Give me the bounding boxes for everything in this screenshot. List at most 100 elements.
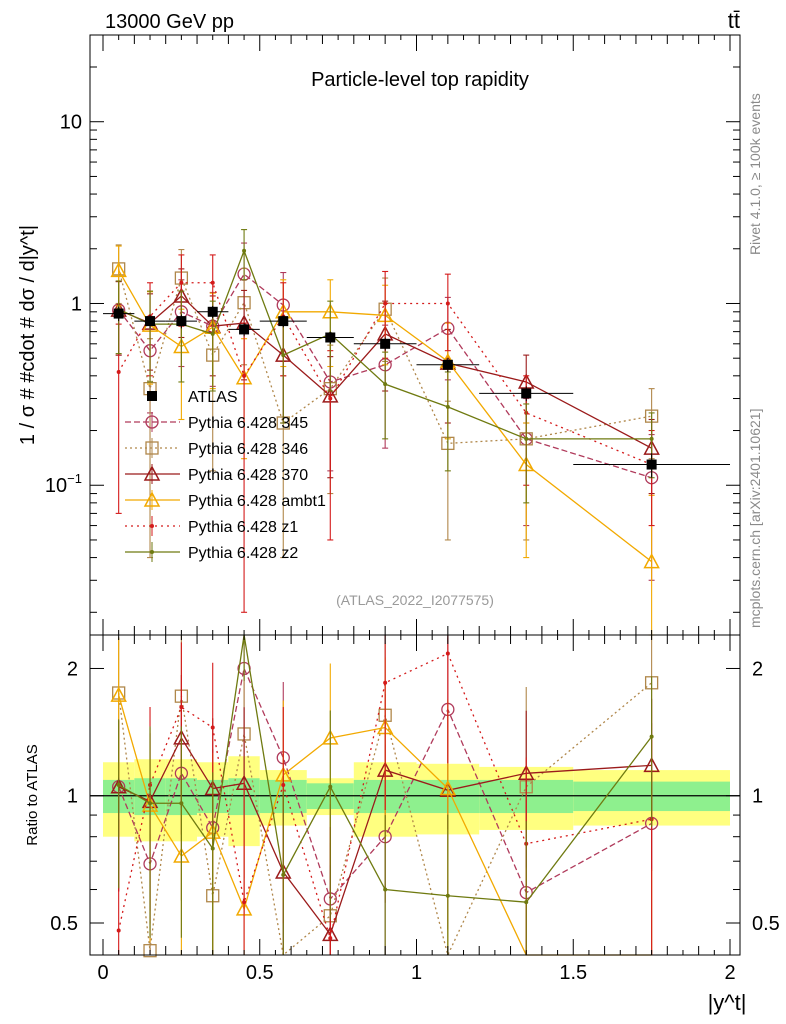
ratio-point-z2: [383, 887, 388, 892]
header-energy-label: 13000 GeV pp: [105, 11, 234, 33]
ratio-point-z1: [445, 651, 450, 656]
data-point-z1: [179, 280, 184, 285]
legend-item-atlas: ATLAS: [147, 389, 238, 406]
atlas-data-point: [113, 308, 124, 319]
data-point-z1: [210, 280, 215, 285]
ratio-point-z2: [116, 783, 121, 788]
data-point-z2: [524, 436, 529, 441]
data-point-z1: [328, 396, 333, 401]
ratio-point-z2: [210, 846, 215, 851]
x-tick-label: 1.5: [559, 962, 587, 984]
ratio-point-ambt1: [110, 686, 127, 702]
legend-item-z1: Pythia 6.428 z1: [125, 516, 298, 536]
data-point-z2: [281, 353, 286, 358]
ratio-y-tick-label-right: 2: [752, 658, 763, 680]
data-point-z1: [383, 301, 388, 306]
legend-marker-p346: [145, 441, 159, 455]
atlas-data-point: [207, 306, 218, 317]
data-point-z1: [242, 373, 247, 378]
mcplots-source-label: mcplots.cern.ch [arXiv:2401.10621]: [747, 409, 763, 628]
series-z1: [115, 254, 655, 613]
ratio-point-z2: [179, 801, 184, 806]
data-point-z2: [649, 436, 654, 441]
x-tick-label: 0: [97, 962, 108, 984]
y-tick-label: 10−1: [45, 471, 82, 497]
legend-marker-z1: [150, 524, 154, 528]
ratio-point-z1: [116, 928, 121, 933]
y-tick-label: 10: [60, 112, 82, 134]
data-point-z1: [445, 301, 450, 306]
legend: ATLAS Pythia 6.428 345 Pythia 6.428 346 Pyt…: [125, 389, 326, 562]
atlas-data-point: [278, 316, 289, 327]
legend-item-z2: Pythia 6.428 z2: [125, 542, 298, 562]
ratio-y-tick-label: 1: [67, 786, 78, 808]
legend-item-p345: Pythia 6.428 345: [125, 412, 308, 432]
ratio-plot-frame: [89, 634, 741, 956]
ratio-point-z1: [210, 725, 215, 730]
data-point-ambt1: [643, 553, 660, 569]
ratio-series-z2: [116, 634, 654, 955]
legend-marker-ambt1: [143, 491, 161, 507]
header-process-label: tt̄: [728, 8, 740, 33]
x-tick-label: 0.5: [246, 962, 274, 984]
ratio-point-z2: [328, 784, 333, 789]
ratio-y-tick-label-right: 1: [752, 786, 763, 808]
ratio-point-z2: [524, 900, 529, 905]
ratio-point-z2: [445, 893, 450, 898]
legend-item-p346: Pythia 6.428 346: [125, 438, 308, 458]
ratio-y-tick-label-right: 0.5: [752, 913, 780, 935]
x-axis: 0 0.5 1 1.5 2: [97, 35, 736, 984]
legend-label-z1: Pythia 6.428 z1: [188, 519, 298, 536]
data-point-z2: [210, 331, 215, 336]
main-plot-panel: 10−1 1 10 Particle-level top rapidity (ATL…: [17, 34, 741, 636]
ratio-plot-panel: 0.5 0.5 1 1 2 2 Ratio to ATLAS: [24, 634, 780, 958]
legend-item-p370: Pythia 6.428 370: [125, 464, 308, 484]
ratio-point-z1: [281, 783, 286, 788]
ratio-point-z1: [179, 705, 184, 710]
y-tick-label: 1: [71, 293, 82, 315]
legend-label-p370: Pythia 6.428 370: [188, 467, 308, 484]
legend-marker-z2: [150, 550, 154, 554]
legend-marker-atlas: [147, 391, 157, 401]
ratio-y-axis: 0.5 0.5 1 1 2 2: [50, 658, 780, 935]
atlas-data-point: [521, 388, 532, 399]
ratio-point-ambt1: [439, 779, 457, 796]
data-point-z2: [242, 248, 247, 253]
legend-marker-p370: [143, 465, 161, 481]
plot-title: Particle-level top rapidity: [311, 69, 529, 91]
legend-marker-p345: [145, 415, 159, 429]
atlas-data-point: [325, 332, 336, 343]
legend-label-atlas: ATLAS: [188, 389, 238, 406]
data-point-z1: [116, 369, 121, 374]
legend-item-ambt1: Pythia 6.428 ambt1: [125, 490, 326, 510]
legend-label-p346: Pythia 6.428 346: [188, 441, 308, 458]
ratio-y-tick-label: 2: [67, 658, 78, 680]
atlas-data-point: [145, 316, 156, 327]
series-atlas: [103, 305, 730, 478]
data-point-z2: [383, 382, 388, 387]
x-tick-label: 1: [411, 962, 422, 984]
x-tick-label: 2: [724, 962, 735, 984]
data-point-z2: [445, 404, 450, 409]
main-y-axis-title: 1 / σ # #cdot # dσ / d|y^t|: [17, 225, 39, 445]
analysis-watermark: (ATLAS_2022_I2077575): [336, 592, 494, 608]
legend-label-p345: Pythia 6.428 345: [188, 415, 308, 432]
ratio-point-z1: [242, 900, 247, 905]
ratio-line-p346: [118, 682, 653, 957]
ratio-point-z2: [148, 801, 153, 806]
ratio-point-p346: [143, 944, 157, 958]
atlas-data-point: [239, 324, 250, 335]
legend-label-ambt1: Pythia 6.428 ambt1: [188, 493, 326, 510]
ratio-y-axis-title: Ratio to ATLAS: [24, 744, 41, 845]
ratio-point-z2: [281, 872, 286, 877]
series-line-p346: [118, 268, 652, 445]
legend-label-z2: Pythia 6.428 z2: [188, 545, 298, 562]
ratio-y-tick-label: 0.5: [50, 913, 78, 935]
atlas-data-point: [380, 338, 391, 349]
atlas-data-point: [176, 316, 187, 327]
ratio-plot-area: [90, 634, 740, 958]
data-point-ambt1: [110, 261, 127, 278]
rivet-version-label: Rivet 4.1.0, ≥ 100k events: [747, 93, 763, 255]
series-z2: [115, 229, 655, 504]
